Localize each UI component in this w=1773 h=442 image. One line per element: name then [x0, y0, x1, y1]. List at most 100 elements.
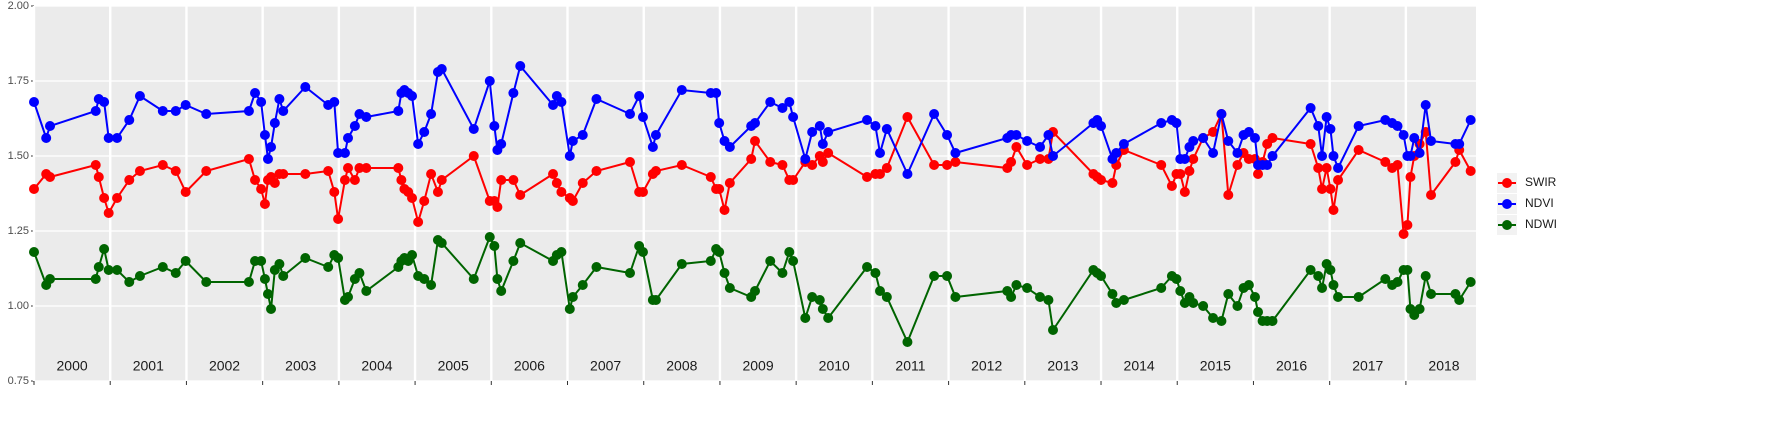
- data-point: [625, 268, 636, 278]
- data-point: [103, 133, 114, 143]
- data-point: [1208, 313, 1219, 323]
- year-label: 2005: [438, 358, 469, 374]
- data-point: [625, 157, 636, 167]
- data-point: [300, 169, 311, 179]
- data-point: [413, 139, 424, 149]
- data-point: [870, 121, 881, 131]
- data-point: [496, 175, 507, 185]
- data-point: [1333, 163, 1344, 173]
- data-point: [1267, 316, 1278, 326]
- data-point: [266, 304, 277, 314]
- data-point: [564, 304, 575, 314]
- data-point: [1223, 289, 1234, 299]
- data-point: [1380, 274, 1391, 284]
- data-point: [361, 286, 372, 296]
- plot-panel: [34, 6, 1476, 381]
- data-point: [1011, 142, 1022, 152]
- data-point: [468, 124, 479, 134]
- data-point: [468, 151, 479, 161]
- data-point: [929, 109, 940, 119]
- data-point: [1402, 265, 1413, 275]
- data-point: [1171, 118, 1182, 128]
- data-point: [1398, 229, 1409, 239]
- data-point: [1096, 121, 1107, 131]
- data-point: [1022, 136, 1033, 146]
- data-point: [278, 106, 289, 116]
- data-point: [274, 259, 285, 269]
- data-point: [1253, 169, 1264, 179]
- data-point: [1249, 133, 1260, 143]
- data-point: [29, 97, 39, 107]
- year-label: 2000: [57, 358, 88, 374]
- data-point: [1035, 154, 1046, 164]
- data-point: [765, 157, 776, 167]
- data-point: [508, 256, 519, 266]
- year-label: 2015: [1200, 358, 1231, 374]
- data-point: [719, 205, 730, 215]
- data-point: [1035, 142, 1046, 152]
- data-point: [1198, 301, 1209, 311]
- data-point: [45, 121, 56, 131]
- data-point: [814, 295, 825, 305]
- data-point: [508, 88, 519, 98]
- data-point: [489, 241, 500, 251]
- data-point: [515, 190, 526, 200]
- data-point: [354, 163, 365, 173]
- data-point: [929, 271, 940, 281]
- data-point: [1118, 139, 1129, 149]
- data-point: [881, 292, 892, 302]
- data-point: [393, 163, 404, 173]
- data-point: [269, 118, 280, 128]
- data-point: [29, 184, 39, 194]
- year-label: 2012: [971, 358, 1002, 374]
- year-label: 2008: [666, 358, 697, 374]
- data-point: [746, 154, 757, 164]
- data-point: [157, 262, 168, 272]
- data-point: [556, 97, 567, 107]
- data-point: [1317, 184, 1328, 194]
- data-point: [1208, 148, 1219, 158]
- data-point: [489, 121, 500, 131]
- data-point: [323, 262, 334, 272]
- data-point: [1465, 166, 1476, 176]
- legend-dot: [1502, 199, 1512, 209]
- data-point: [1107, 289, 1118, 299]
- data-point: [1243, 127, 1254, 137]
- data-point: [426, 280, 437, 290]
- data-point: [591, 94, 602, 104]
- data-point: [112, 193, 123, 203]
- data-point: [124, 175, 135, 185]
- year-label: 2003: [285, 358, 316, 374]
- data-point: [817, 157, 828, 167]
- data-point: [426, 169, 437, 179]
- data-point: [278, 271, 289, 281]
- data-point: [874, 169, 885, 179]
- data-point: [256, 97, 267, 107]
- data-point: [788, 112, 799, 122]
- data-point: [862, 262, 873, 272]
- data-point: [591, 166, 602, 176]
- data-point: [1249, 292, 1260, 302]
- data-point: [1022, 283, 1033, 293]
- data-point: [788, 175, 799, 185]
- data-point: [874, 286, 885, 296]
- data-point: [201, 109, 212, 119]
- data-point: [250, 175, 261, 185]
- data-point: [714, 118, 725, 128]
- legend-dot: [1502, 178, 1512, 188]
- data-point: [349, 121, 360, 131]
- data-point: [564, 151, 575, 161]
- data-point: [99, 193, 110, 203]
- data-point: [1405, 172, 1416, 182]
- data-point: [1328, 151, 1339, 161]
- data-point: [548, 100, 559, 110]
- data-point: [349, 175, 360, 185]
- data-point: [1111, 148, 1122, 158]
- data-point: [1166, 181, 1177, 191]
- legend-label: SWIR: [1525, 175, 1557, 189]
- data-point: [1048, 151, 1059, 161]
- data-point: [134, 91, 145, 101]
- data-point: [784, 97, 795, 107]
- data-point: [800, 313, 811, 323]
